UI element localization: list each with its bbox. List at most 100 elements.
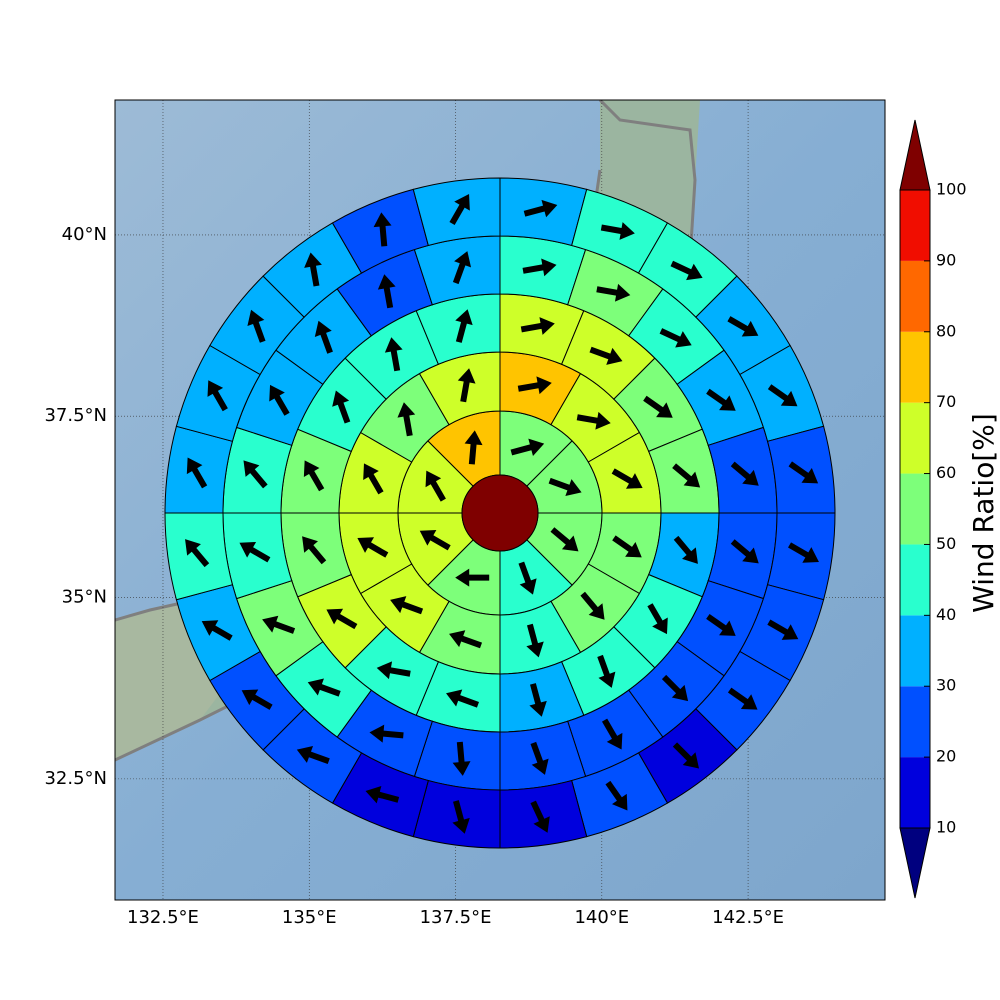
x-tick-label: 137.5°E <box>420 907 492 928</box>
wind-arrow <box>548 477 582 497</box>
wind-arrow <box>455 568 490 587</box>
colorbar-over <box>899 119 931 191</box>
colorbar-bin <box>900 473 930 545</box>
colorbar-bin <box>900 260 930 332</box>
wind-arrow <box>672 463 701 488</box>
wind-arrow <box>767 384 798 407</box>
wind-arrow <box>612 535 642 558</box>
y-tick-label: 40°N <box>62 224 107 245</box>
wind-arrow <box>303 460 325 492</box>
wind-arrow <box>397 402 416 437</box>
wind-arrow <box>611 468 643 489</box>
wind-arrow <box>600 222 635 240</box>
wind-arrow <box>518 561 537 595</box>
wind-arrow <box>377 274 396 309</box>
wind-arrow <box>363 463 384 495</box>
wind-arrow <box>530 741 549 775</box>
y-tick-label: 35°N <box>62 587 107 608</box>
wind-arrow <box>425 470 446 502</box>
colorbar-tick-label: 40 <box>936 605 956 624</box>
sector <box>766 512 836 601</box>
sector <box>164 425 234 514</box>
wind-arrow <box>452 741 471 776</box>
wind-arrow <box>373 212 392 247</box>
x-tick-label: 132.5°E <box>127 907 199 928</box>
colorbar-frame <box>899 189 931 829</box>
wind-arrow <box>517 376 552 395</box>
colorbar-bin <box>900 757 930 828</box>
x-tick-label: 135°E <box>282 907 337 928</box>
wind-arrow <box>464 430 483 465</box>
wind-arrow <box>302 536 327 565</box>
wind-arrow <box>706 388 736 411</box>
colorbar-label: Wind Ratio[%] <box>967 413 1000 613</box>
wind-arrow <box>369 724 404 743</box>
wind-arrow <box>332 390 351 424</box>
wind-arrow <box>384 337 403 372</box>
wind-arrow <box>788 461 819 484</box>
wind-arrow <box>672 742 700 769</box>
wind-arrow <box>596 283 631 302</box>
wind-arrow <box>207 380 228 412</box>
wind-arrow <box>529 683 547 717</box>
wind-arrow <box>530 800 550 833</box>
colorbar-tick-label: 70 <box>936 392 956 411</box>
colorbar-tick-label: 60 <box>936 463 956 482</box>
wind-arrow <box>269 384 290 416</box>
wind-arrow <box>452 800 470 834</box>
wind-arrow <box>449 194 470 225</box>
wind-arrow <box>365 785 400 804</box>
wind-arrow <box>643 395 673 418</box>
wind-arrow <box>659 328 692 348</box>
colorbar-bin <box>900 402 930 474</box>
wind-arrow <box>526 623 544 658</box>
colorbar-tick-label: 90 <box>936 250 956 269</box>
wind-arrow <box>314 320 333 354</box>
colorbar-tick-label: 100 <box>936 180 967 199</box>
wind-arrow <box>304 252 322 287</box>
colorbar-under <box>899 827 931 899</box>
wind-arrow <box>247 309 266 343</box>
wind-arrow <box>730 461 759 486</box>
wind-arrow <box>670 260 703 281</box>
wind-arrow <box>550 527 579 552</box>
wind-arrow <box>510 438 545 456</box>
wind-arrow <box>673 535 698 564</box>
wind-arrow <box>601 718 623 750</box>
wind-arrow <box>390 596 424 615</box>
wind-arrow <box>201 620 233 641</box>
wind-arrow <box>706 613 736 636</box>
wind-arrow <box>730 539 759 564</box>
colorbar-bin <box>900 331 930 403</box>
colorbar-tick-label: 20 <box>936 747 956 766</box>
wind-arrow <box>449 630 483 649</box>
sector <box>499 779 588 849</box>
y-tick-label: 32.5°N <box>44 768 107 789</box>
wind-arrow <box>186 457 208 489</box>
wind-arrow <box>522 258 557 277</box>
wind-arrow <box>788 542 819 563</box>
wind-arrow <box>296 745 330 765</box>
colorbar-tick-label: 30 <box>936 676 956 695</box>
wind-arrow <box>376 661 411 680</box>
plot: 132.5°E 135°E 137.5°E 140°E 142.5°E 32.5°N 35°… <box>44 100 967 928</box>
wind-arrow <box>239 542 271 563</box>
wind-arrow <box>576 411 611 430</box>
wind-arrow <box>523 199 558 218</box>
wind-arrow <box>455 309 473 343</box>
wind-arrow <box>357 537 389 558</box>
wind-arrow <box>262 615 296 634</box>
wind-arrow <box>767 619 799 640</box>
x-tick-label: 140°E <box>574 907 629 928</box>
wind-arrow <box>419 529 451 551</box>
colorbar-tick-label: 50 <box>936 534 956 553</box>
colorbar-tick-label: 80 <box>936 321 956 340</box>
x-tick-label: 142.5°E <box>712 907 784 928</box>
colorbar-bin <box>900 615 930 687</box>
wind-arrow <box>580 591 605 620</box>
colorbar-bin <box>900 190 930 261</box>
wind-arrow <box>727 687 758 710</box>
wind-arrow <box>520 317 555 335</box>
colorbar-bin <box>900 686 930 758</box>
